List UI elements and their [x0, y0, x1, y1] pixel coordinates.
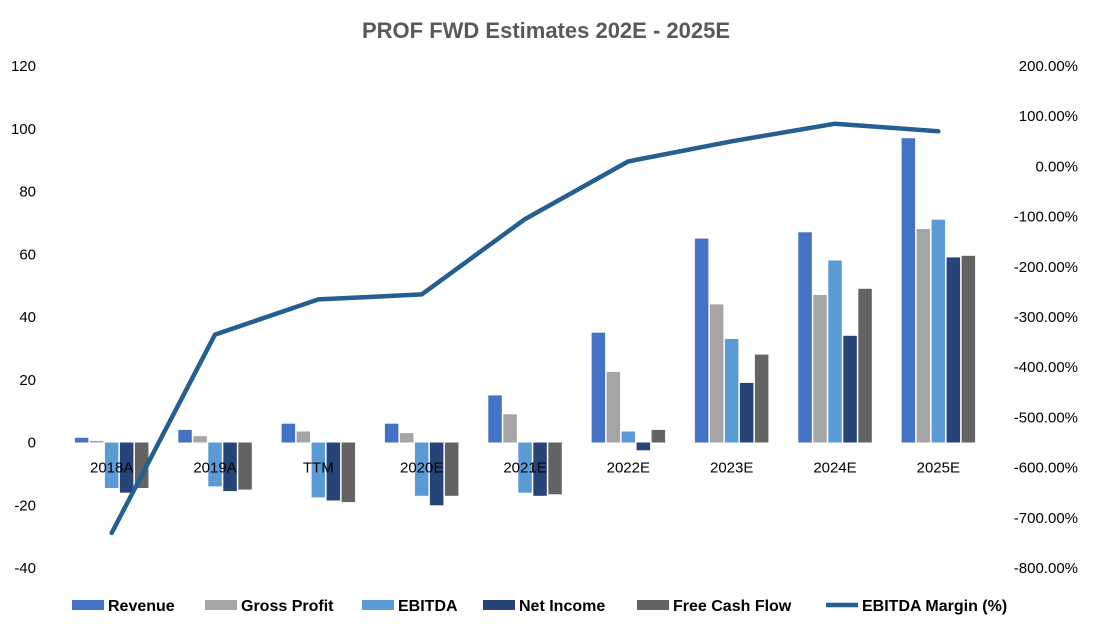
ebitda-margin-line [109, 121, 941, 536]
y2-tick-label: -200.00% [1014, 259, 1078, 276]
category-label: 2022E [607, 460, 650, 477]
bar-revenue-2022e [591, 332, 606, 443]
y2-tick-label: -700.00% [1014, 510, 1078, 527]
bar-net-income-2021e [533, 442, 547, 496]
y-tick-label: 120 [11, 58, 36, 75]
y-axis-left: 120 100 80 60 40 20 0 -20 -40 [11, 58, 36, 577]
legend-swatch [637, 600, 669, 610]
category-label: 2023E [710, 460, 753, 477]
bar-free-cash-flow-2019a [238, 442, 252, 490]
bar-free-cash-flow-2018a [134, 442, 149, 488]
bar-gross-profit-2024e [813, 295, 827, 443]
bar-net-income-2025e [946, 257, 961, 443]
bar-free-cash-flow-2020e [444, 442, 459, 496]
category-label: 2025E [917, 460, 960, 477]
y-tick-label: -40 [14, 560, 36, 577]
legend-swatch [205, 600, 237, 610]
bar-ebitda-2019a [208, 442, 222, 487]
legend-swatch [72, 600, 104, 610]
y2-tick-label: -100.00% [1014, 209, 1078, 226]
bar-ebitda-2021e [518, 442, 532, 493]
legend-swatch [362, 600, 394, 610]
y2-tick-label: -400.00% [1014, 359, 1078, 376]
category-label: 2024E [813, 460, 856, 477]
bar-ebitda-2024e [828, 260, 842, 443]
category-label: TTM [303, 460, 334, 477]
legend-label: Revenue [108, 598, 175, 615]
bar-gross-profit-ttm [296, 431, 311, 443]
bar-revenue-2021e [488, 395, 502, 443]
y-tick-label: 60 [19, 246, 36, 263]
bar-gross-profit-2020e [399, 433, 414, 443]
y-tick-label: 100 [11, 121, 36, 138]
bar-gross-profit-2025e [916, 229, 931, 443]
x-axis-categories: 2018A 2019A TTM 2020E 2021E 2022E 2023E 2024E 20… [90, 460, 960, 477]
bar-gross-profit-2023e [709, 304, 724, 443]
bar-revenue-2019a [178, 429, 192, 443]
y2-tick-label: -500.00% [1014, 409, 1078, 426]
bar-revenue-ttm [281, 423, 296, 443]
bar-free-cash-flow-ttm [341, 442, 356, 503]
category-label: 2021E [503, 460, 546, 477]
bar-free-cash-flow-2025e [961, 255, 976, 443]
bar-gross-profit-2018a [89, 440, 104, 443]
legend-swatch [483, 600, 515, 610]
y-tick-label: -20 [14, 497, 36, 514]
legend: Revenue Gross Profit EBITDA Net Income Free … [72, 598, 1007, 615]
y-tick-label: 40 [19, 309, 36, 326]
bar-ebitda-2020e [414, 442, 429, 496]
category-label: 2020E [400, 460, 443, 477]
bar-gross-profit-2019a [193, 436, 207, 443]
bar-revenue-2020e [384, 423, 399, 443]
y-tick-label: 20 [19, 372, 36, 389]
bar-revenue-2023e [694, 238, 709, 443]
bars [74, 138, 976, 506]
legend-label: Gross Profit [241, 598, 334, 615]
bar-ebitda-2018a [104, 442, 119, 488]
y-axis-right: 200.00% 100.00% 0.00% -100.00% -200.00% -300.… [1014, 58, 1078, 577]
legend-label: Free Cash Flow [673, 598, 792, 615]
y-tick-label: 0 [28, 435, 36, 452]
bar-net-income-ttm [326, 442, 341, 501]
bar-net-income-2022e [636, 442, 651, 451]
bar-net-income-2020e [429, 442, 444, 506]
y2-tick-label: -300.00% [1014, 309, 1078, 326]
legend-label: EBITDA Margin (%) [862, 598, 1007, 615]
bar-free-cash-flow-2023e [754, 354, 769, 443]
bar-free-cash-flow-2022e [651, 429, 666, 443]
bar-free-cash-flow-2021e [548, 442, 562, 495]
y2-tick-label: 200.00% [1019, 58, 1078, 75]
legend-label: EBITDA [398, 598, 458, 615]
bar-gross-profit-2022e [606, 371, 621, 443]
bar-gross-profit-2021e [503, 414, 517, 443]
bar-ebitda-2025e [931, 219, 946, 443]
bar-net-income-2024e [843, 335, 857, 443]
bar-ebitda-ttm [311, 442, 326, 498]
bar-revenue-2025e [901, 138, 916, 443]
bar-ebitda-2022e [621, 431, 636, 443]
bar-ebitda-2023e [724, 339, 739, 443]
bar-net-income-2018a [119, 442, 134, 493]
y2-tick-label: -800.00% [1014, 560, 1078, 577]
bar-net-income-2023e [739, 382, 754, 443]
y2-tick-label: 0.00% [1035, 158, 1078, 175]
category-label: 2019A [193, 460, 236, 477]
bar-net-income-2019a [223, 442, 237, 492]
category-label: 2018A [90, 460, 133, 477]
legend-label: Net Income [519, 598, 605, 615]
y2-tick-label: -600.00% [1014, 460, 1078, 477]
y2-tick-label: 100.00% [1019, 108, 1078, 125]
bar-revenue-2024e [798, 232, 812, 443]
bar-free-cash-flow-2024e [858, 288, 872, 443]
chart-title: PROF FWD Estimates 202E - 2025E [362, 18, 730, 43]
bar-revenue-2018a [74, 437, 89, 443]
y-tick-label: 80 [19, 184, 36, 201]
